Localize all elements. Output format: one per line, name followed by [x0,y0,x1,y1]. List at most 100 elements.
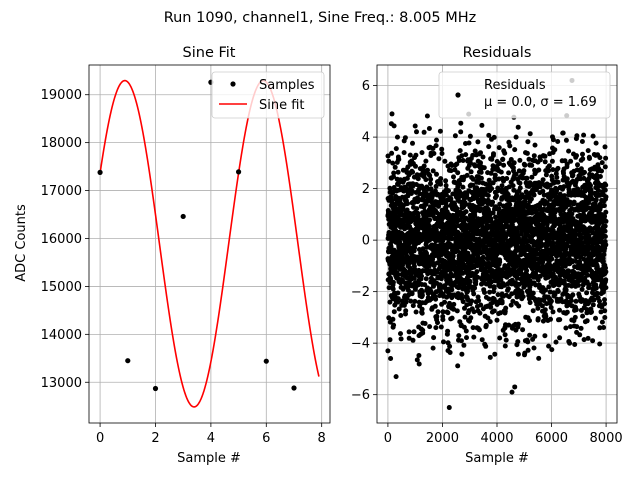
residual-point [532,142,538,148]
residual-point [603,269,609,275]
residual-point [527,332,533,338]
residual-point [479,337,485,343]
residual-point [566,268,572,274]
residual-point [497,335,503,341]
residual-point [478,175,484,181]
residual-point [525,339,531,345]
residual-point [495,292,501,298]
residuals-legend-box [438,71,611,119]
residual-point [549,347,555,353]
residual-point [424,113,430,119]
residual-point [476,298,482,304]
residuals-ticks: 0 2000 4000 6000 8000 −6 −4 −2 0 2 4 6 [351,79,623,446]
residual-point [574,153,579,159]
residual-point [486,177,492,183]
residual-point [585,148,591,154]
residual-point [406,329,412,335]
residuals-ytick-label: −6 [351,388,370,403]
residual-point [577,332,583,338]
residual-point [443,183,449,188]
residual-point [389,150,395,156]
residual-point [423,177,429,183]
residual-point [548,305,554,310]
residual-point [419,273,424,279]
residual-point [467,160,473,166]
sine-fit-ytick-label: 19000 [41,88,82,103]
residual-outlier-point [393,374,399,380]
residuals-ytick-label: −2 [351,285,370,300]
residual-point [390,316,396,322]
residual-point [597,298,602,304]
residual-point [387,337,393,343]
residual-point [603,285,609,291]
residual-point [585,272,590,278]
residual-point [442,158,448,164]
residual-point [476,180,482,185]
residual-point [478,150,483,156]
sample-point [97,169,103,175]
residuals-ytick-label: 2 [362,182,370,197]
residual-outlier-point [394,134,400,140]
residual-point [387,299,393,305]
residual-point [397,266,403,272]
residual-point [602,297,607,303]
residual-point [470,182,476,188]
residual-point [522,350,528,356]
residual-point [421,163,427,169]
residual-point [491,308,497,314]
residual-outlier-point [509,389,515,395]
residual-point [407,152,413,158]
residual-point [490,199,496,205]
residual-point [570,172,576,178]
residual-point [487,289,493,295]
residual-point [568,298,574,304]
residual-point [511,160,517,166]
residual-point [410,140,415,146]
sine-fit-data [97,79,320,408]
residual-point [460,158,466,163]
residual-point [594,290,600,296]
residual-point [472,148,478,154]
residual-point [593,285,599,291]
sine-fit-xtick-label: 0 [96,431,104,446]
residual-point [542,307,548,313]
residual-point [494,317,500,323]
residual-point [602,315,608,320]
residual-point [593,140,599,146]
residual-point [531,192,537,198]
residuals-xtick-label: 2000 [426,431,459,446]
residual-point [599,160,605,166]
residuals-xtick-label: 6000 [535,431,568,446]
residual-point [391,309,397,315]
residual-point [467,133,473,139]
residual-point [487,319,493,325]
residual-point [497,259,503,265]
residual-point [603,182,609,188]
residual-point [572,342,578,347]
residual-point [527,300,533,306]
residual-point [431,335,437,341]
residual-point [436,203,442,209]
residual-point [579,139,585,144]
residual-point [412,298,418,304]
residual-point [597,341,603,347]
residual-point [463,202,469,207]
residual-point [430,168,436,174]
residual-point [502,150,508,156]
residual-point [566,148,572,154]
residual-point [437,128,443,134]
residual-point [560,130,566,136]
residual-point [597,174,603,179]
residual-point [469,298,475,304]
residual-point [415,176,421,182]
residual-point [449,287,455,293]
residual-point [390,279,396,285]
residual-point [476,327,482,333]
residual-point [460,299,466,305]
residual-point [458,338,464,344]
residual-point [434,171,439,177]
residual-point [602,228,608,234]
residual-point [471,291,477,297]
residual-point [543,287,548,293]
residual-point [478,206,484,212]
